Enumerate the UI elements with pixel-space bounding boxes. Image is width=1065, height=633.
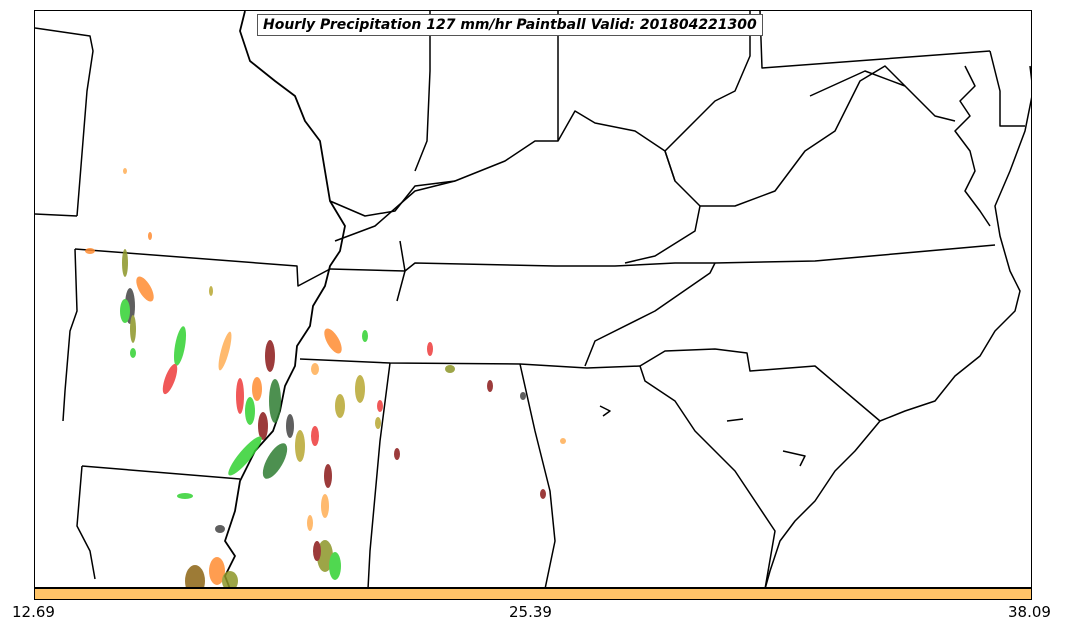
colorbar bbox=[34, 588, 1032, 600]
state-border-wv-north bbox=[664, 11, 751, 152]
tennessee-river bbox=[396, 240, 406, 302]
precip-blob bbox=[120, 299, 130, 323]
precip-blob bbox=[329, 552, 341, 580]
state-border-delaware bbox=[989, 50, 1025, 127]
colorbar-tick-max: 38.09 bbox=[1008, 603, 1051, 621]
state-border-tennessee-north bbox=[329, 244, 996, 272]
precip-blob bbox=[185, 565, 205, 587]
precip-blob bbox=[209, 286, 213, 296]
precip-blob bbox=[307, 515, 313, 531]
state-border-oklahoma-arkansas bbox=[62, 248, 78, 422]
state-border-arkansas-north bbox=[74, 248, 331, 287]
precip-blob bbox=[560, 438, 566, 444]
precip-blob bbox=[362, 330, 368, 342]
atlantic-coastline bbox=[764, 65, 1031, 587]
precip-blob bbox=[262, 443, 288, 479]
precip-blob bbox=[258, 412, 268, 440]
precip-blob bbox=[311, 426, 319, 446]
chesapeake-shoreline bbox=[954, 65, 991, 227]
precip-blob bbox=[321, 494, 329, 518]
state-border-mississippi-alabama bbox=[367, 362, 391, 587]
state-border-louisiana-arkansas bbox=[81, 465, 241, 480]
precip-blob bbox=[324, 328, 342, 354]
precip-blob bbox=[487, 380, 493, 392]
precipitation-paintballs bbox=[85, 168, 566, 587]
state-border-nc-va bbox=[584, 262, 716, 367]
state-border-kansas-missouri bbox=[35, 213, 78, 217]
coastal-islands bbox=[599, 405, 806, 467]
precip-blob bbox=[130, 315, 136, 343]
precip-blob bbox=[445, 365, 455, 373]
precip-blob bbox=[286, 414, 294, 438]
precip-blob bbox=[215, 525, 225, 533]
precip-blob bbox=[162, 363, 178, 395]
colorbar-tick-mid: 25.39 bbox=[509, 603, 552, 621]
precip-blob bbox=[245, 397, 255, 425]
state-border-kentucky-north bbox=[334, 110, 676, 242]
precip-blob bbox=[136, 276, 154, 302]
state-border-missouri-arkansas bbox=[35, 27, 94, 217]
precip-blob bbox=[377, 400, 383, 412]
precip-blob bbox=[324, 464, 332, 488]
state-border-tennessee-south bbox=[299, 358, 641, 369]
precip-blob bbox=[311, 363, 319, 375]
precip-blob bbox=[228, 436, 262, 476]
map-title: Hourly Precipitation 127 mm/hr Paintball… bbox=[257, 14, 763, 36]
precip-blob bbox=[427, 342, 433, 356]
state-border-alabama-georgia bbox=[519, 363, 556, 587]
map-canvas bbox=[35, 11, 1031, 587]
precip-blob bbox=[295, 430, 305, 462]
precip-blob bbox=[130, 348, 136, 358]
precip-blob bbox=[122, 249, 128, 277]
precip-blob bbox=[520, 392, 526, 400]
colorbar-tick-min: 12.69 bbox=[12, 603, 55, 621]
precip-blob bbox=[173, 326, 187, 366]
precip-blob bbox=[540, 489, 546, 499]
precip-blob bbox=[269, 379, 281, 423]
precip-blob bbox=[218, 331, 232, 371]
state-border-texas-louisiana bbox=[76, 465, 96, 580]
state-border-georgia-sc bbox=[639, 365, 776, 587]
state-border-nc-sc bbox=[639, 348, 881, 422]
precip-blob bbox=[265, 340, 275, 372]
precip-blob bbox=[123, 168, 127, 174]
state-border-md-va bbox=[809, 70, 956, 122]
ohio-river bbox=[329, 180, 456, 217]
state-border-wv-va bbox=[700, 65, 906, 207]
precip-blob bbox=[252, 377, 262, 401]
precip-blob bbox=[375, 417, 381, 429]
precip-blob bbox=[313, 541, 321, 561]
state-border-wv-ky bbox=[624, 150, 701, 264]
precip-blob bbox=[355, 375, 365, 403]
precip-blob bbox=[236, 378, 244, 414]
precip-blob bbox=[335, 394, 345, 418]
precip-blob bbox=[177, 493, 193, 499]
precip-blob bbox=[85, 248, 95, 254]
precip-blob bbox=[148, 232, 152, 240]
map-panel bbox=[34, 10, 1032, 588]
mississippi-river bbox=[224, 11, 346, 587]
state-border-illinois-indiana bbox=[414, 11, 431, 172]
state-border-pa-md bbox=[759, 11, 991, 69]
precip-blob bbox=[209, 557, 225, 585]
precip-blob bbox=[222, 571, 238, 587]
precip-blob bbox=[317, 540, 333, 572]
precip-blob bbox=[394, 448, 400, 460]
